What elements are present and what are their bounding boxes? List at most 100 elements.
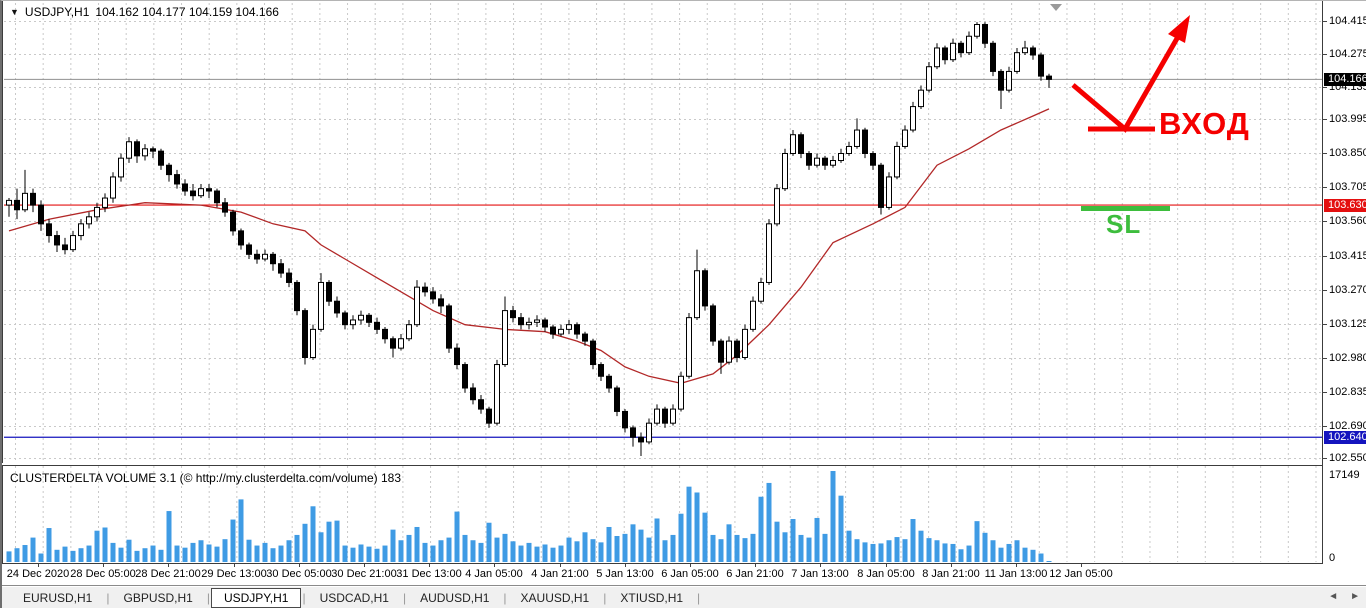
date-tick-label: 6 Jan 05:00 xyxy=(661,568,719,580)
chart-tab-usdjpy[interactable]: USDJPY,H1 xyxy=(210,587,302,608)
candle-body xyxy=(302,310,308,359)
volume-bar xyxy=(222,539,228,562)
volume-bar xyxy=(406,534,412,562)
volume-bar xyxy=(582,532,588,562)
current-price-box: 104.166 xyxy=(1324,73,1366,86)
candle xyxy=(670,404,676,426)
candle xyxy=(702,268,708,311)
date-tick-label: 30 Dec 05:00 xyxy=(266,568,332,580)
volume-bar xyxy=(494,537,500,562)
chart-tab-usdcad[interactable]: USDCAD,H1 xyxy=(319,590,389,605)
candle xyxy=(918,85,924,109)
candle xyxy=(806,151,812,170)
date-tick-label: 24 Dec 2020 xyxy=(6,568,70,580)
candle-body xyxy=(422,286,428,293)
tab-separator: | xyxy=(302,590,306,605)
volume-bar xyxy=(118,547,124,562)
volume-bar xyxy=(678,513,684,562)
candle xyxy=(582,331,588,346)
candle-body xyxy=(310,328,316,359)
candle-body xyxy=(430,291,436,300)
axis-tick xyxy=(1322,358,1327,359)
axis-tick xyxy=(1322,458,1327,459)
chart-tab-audusd[interactable]: AUDUSD,H1 xyxy=(420,590,490,605)
volume-bar xyxy=(942,543,948,562)
candle-body xyxy=(238,230,244,246)
volume-bar xyxy=(654,518,660,562)
candle-body xyxy=(934,47,940,68)
candle-body xyxy=(766,223,772,283)
candle-body xyxy=(574,324,580,335)
candle-body xyxy=(70,235,76,251)
volume-bar xyxy=(590,539,596,562)
candle-body xyxy=(846,145,852,154)
price-tick-label: 104.415 xyxy=(1329,15,1366,27)
candle xyxy=(606,373,612,393)
tab-scroll-right-icon[interactable]: ► xyxy=(1350,591,1360,602)
chart-tab-gbpusd[interactable]: GBPUSD,H1 xyxy=(123,590,193,605)
candle xyxy=(782,148,788,192)
candle-body xyxy=(918,89,924,108)
candle-body xyxy=(462,364,468,389)
candle-body xyxy=(1022,47,1028,54)
date-tick-label: 12 Jan 05:00 xyxy=(1049,568,1113,580)
candle-body xyxy=(382,328,388,340)
chart-tab-xauusd[interactable]: XAUUSD,H1 xyxy=(520,590,590,605)
candle-body xyxy=(550,326,556,335)
volume-bar xyxy=(574,541,580,562)
price-tick-label: 102.690 xyxy=(1329,420,1366,432)
candle-body xyxy=(638,436,644,443)
volume-bar xyxy=(214,546,220,562)
candle-body xyxy=(646,422,652,443)
candle xyxy=(454,343,460,370)
candle-body xyxy=(870,152,876,166)
volume-bar xyxy=(358,544,364,562)
volume-bar xyxy=(486,522,492,562)
candle-body xyxy=(54,235,60,246)
axis-tick xyxy=(1322,426,1327,427)
volume-bar xyxy=(1030,549,1036,562)
tab-scroll-left-icon[interactable]: ◄ xyxy=(1328,591,1339,602)
price-tick-label: 103.125 xyxy=(1329,318,1366,330)
time-axis-tick xyxy=(38,564,39,567)
price-tick-label: 102.835 xyxy=(1329,386,1366,398)
candle xyxy=(206,183,212,199)
symbol-dropdown-icon[interactable]: ▼ xyxy=(10,6,19,17)
candle-body xyxy=(702,270,708,307)
volume-bar xyxy=(286,540,292,562)
candle-body xyxy=(686,317,692,377)
candle-body xyxy=(110,176,116,199)
candle-body xyxy=(790,134,796,154)
date-tick-label: 11 Jan 13:00 xyxy=(984,568,1048,580)
volume-bar xyxy=(382,545,388,562)
time-axis-tick xyxy=(168,564,169,567)
candle xyxy=(678,371,684,412)
volume-bar xyxy=(46,528,52,562)
entry-level-price-box: 103.630 xyxy=(1324,199,1366,212)
candle-body xyxy=(630,427,636,438)
candle xyxy=(1014,47,1020,74)
chart-tab-eurusd[interactable]: EURUSD,H1 xyxy=(23,590,93,605)
volume-bar xyxy=(526,542,532,562)
candle-body xyxy=(942,47,948,61)
axis-tick xyxy=(1322,324,1327,325)
candle xyxy=(46,219,52,243)
candle-body xyxy=(286,272,292,283)
candle xyxy=(110,172,116,203)
candle xyxy=(542,317,548,332)
candle xyxy=(870,151,876,170)
volume-bar xyxy=(270,548,276,562)
candle xyxy=(166,162,172,182)
candle-body xyxy=(678,375,684,410)
candle-body xyxy=(830,160,836,166)
volume-bar xyxy=(166,511,172,562)
volume-bar xyxy=(814,517,820,562)
stop-loss-bar[interactable] xyxy=(1081,206,1170,211)
chart-tab-xtiusd[interactable]: XTIUSD,H1 xyxy=(620,590,684,605)
time-axis-tick xyxy=(1081,564,1082,567)
moving-average-line xyxy=(8,108,1050,384)
candle-body xyxy=(406,324,412,340)
candle xyxy=(86,212,92,229)
volume-bar xyxy=(518,545,524,562)
volume-bar xyxy=(310,506,316,562)
